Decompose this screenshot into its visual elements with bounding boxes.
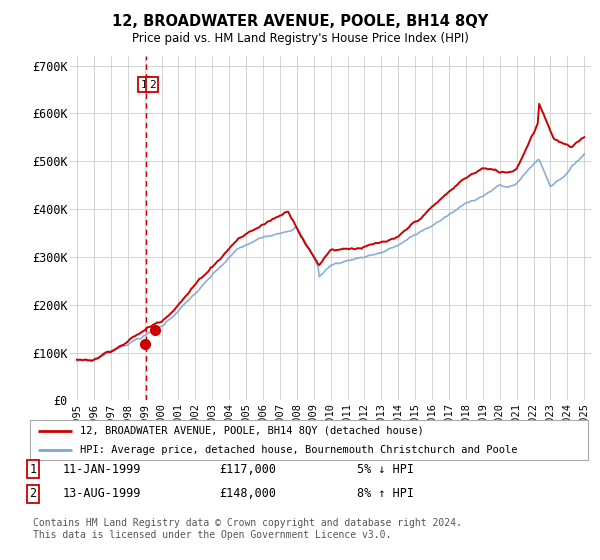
Text: 12, BROADWATER AVENUE, POOLE, BH14 8QY (detached house): 12, BROADWATER AVENUE, POOLE, BH14 8QY (… <box>80 426 424 436</box>
Text: 2: 2 <box>29 487 37 501</box>
Text: HPI: Average price, detached house, Bournemouth Christchurch and Poole: HPI: Average price, detached house, Bour… <box>80 445 518 455</box>
Text: 13-AUG-1999: 13-AUG-1999 <box>63 487 142 501</box>
Text: £117,000: £117,000 <box>219 463 276 476</box>
Text: 5% ↓ HPI: 5% ↓ HPI <box>357 463 414 476</box>
Text: 11-JAN-1999: 11-JAN-1999 <box>63 463 142 476</box>
Text: 1: 1 <box>29 463 37 476</box>
Text: Contains HM Land Registry data © Crown copyright and database right 2024.
This d: Contains HM Land Registry data © Crown c… <box>33 518 462 540</box>
Text: 1: 1 <box>140 80 147 90</box>
Text: Price paid vs. HM Land Registry's House Price Index (HPI): Price paid vs. HM Land Registry's House … <box>131 32 469 45</box>
Text: 2: 2 <box>149 80 155 90</box>
Text: £148,000: £148,000 <box>219 487 276 501</box>
Text: 8% ↑ HPI: 8% ↑ HPI <box>357 487 414 501</box>
Text: 12, BROADWATER AVENUE, POOLE, BH14 8QY: 12, BROADWATER AVENUE, POOLE, BH14 8QY <box>112 14 488 29</box>
